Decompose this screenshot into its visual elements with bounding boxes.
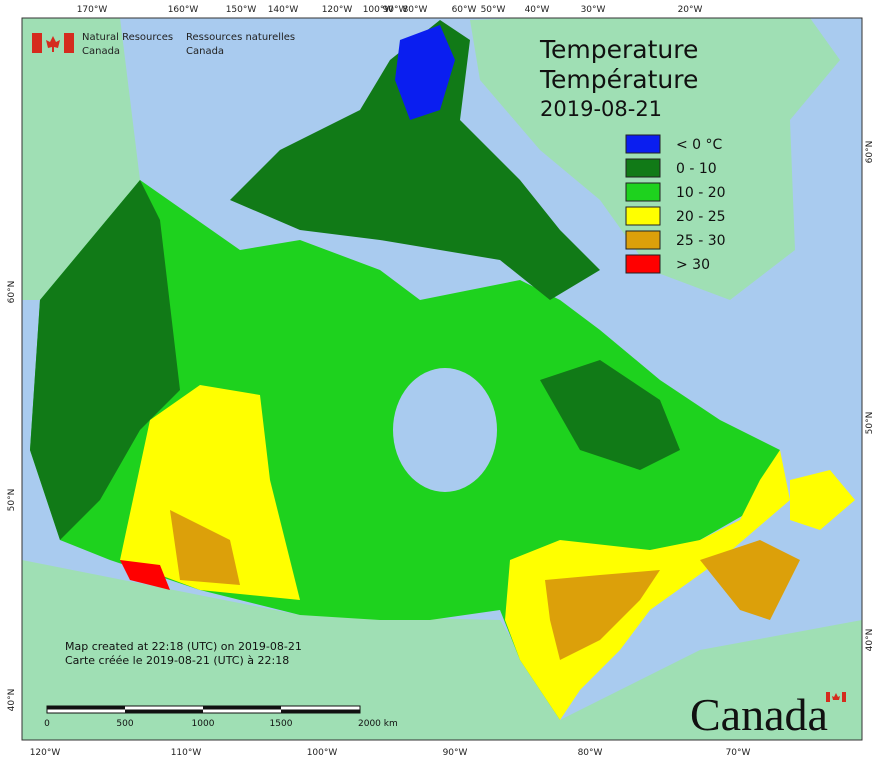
canada-wordmark: [826, 692, 846, 702]
scale-label: 0: [44, 719, 50, 729]
graticule-label: 90°W: [443, 748, 468, 758]
legend-label: 0 - 10: [676, 161, 717, 177]
graticule-label: 40°W: [525, 5, 550, 15]
graticule-label: 50°W: [481, 5, 506, 15]
legend-label: < 0 °C: [676, 137, 723, 153]
legend-label: 20 - 25: [676, 209, 726, 225]
scale-bar: [46, 705, 361, 714]
land: [22, 18, 862, 740]
wordmark: Canada: [690, 689, 828, 740]
graticule-label: 150°W: [226, 5, 257, 15]
scale-label: 1000: [192, 719, 215, 729]
graticule-label: 100°W: [363, 5, 394, 15]
scale-label: 2000 km: [358, 719, 398, 729]
graticule-label: 120°W: [322, 5, 353, 15]
graticule-label: 80°W: [578, 748, 603, 758]
scale-label: 1500: [270, 719, 293, 729]
graticule-label: 60°W: [452, 5, 477, 15]
legend-swatch: [625, 230, 661, 250]
org-fr: Canada: [186, 46, 224, 57]
graticule-label: 140°W: [268, 5, 299, 15]
graticule-label: 80°W: [403, 5, 428, 15]
graticule-label: 20°W: [678, 5, 703, 15]
org-fr: Ressources naturelles: [186, 32, 295, 43]
org-en: Natural Resources: [82, 32, 173, 43]
title: Température: [539, 65, 698, 94]
graticule-label: 60°N: [865, 141, 875, 164]
graticule-label: 160°W: [168, 5, 199, 15]
legend-label: 10 - 20: [676, 185, 726, 201]
legend-label: > 30: [676, 257, 710, 273]
legend-label: 25 - 30: [676, 233, 726, 249]
graticule-label: 70°W: [726, 748, 751, 758]
legend-swatch: [625, 254, 661, 274]
graticule-label: 60°N: [7, 281, 17, 304]
graticule-label: 40°N: [7, 689, 17, 712]
title: Temperature: [539, 35, 698, 64]
legend-swatch: [625, 158, 661, 178]
date: 2019-08-21: [540, 97, 662, 121]
org-en: Canada: [82, 46, 120, 57]
legend-swatch: [625, 134, 661, 154]
scale-label: 500: [116, 719, 133, 729]
graticule-label: 30°W: [581, 5, 606, 15]
graticule-label: 50°N: [865, 412, 875, 435]
graticule-label: 50°N: [7, 489, 17, 512]
graticule-label: 110°W: [171, 748, 202, 758]
graticule-label: 100°W: [307, 748, 338, 758]
graticule-label: 120°W: [30, 748, 61, 758]
graticule-label: 170°W: [77, 5, 108, 15]
legend-swatch: [625, 206, 661, 226]
graticule-label: 40°N: [865, 629, 875, 652]
credit: Carte créée le 2019-08-21 (UTC) à 22:18: [65, 654, 289, 667]
graticule-label: 90°W: [383, 5, 408, 15]
credit: Map created at 22:18 (UTC) on 2019-08-21: [65, 640, 302, 653]
legend-swatch: [625, 182, 661, 202]
nrcan-logo: [32, 33, 74, 53]
map-frame: [21, 17, 863, 741]
